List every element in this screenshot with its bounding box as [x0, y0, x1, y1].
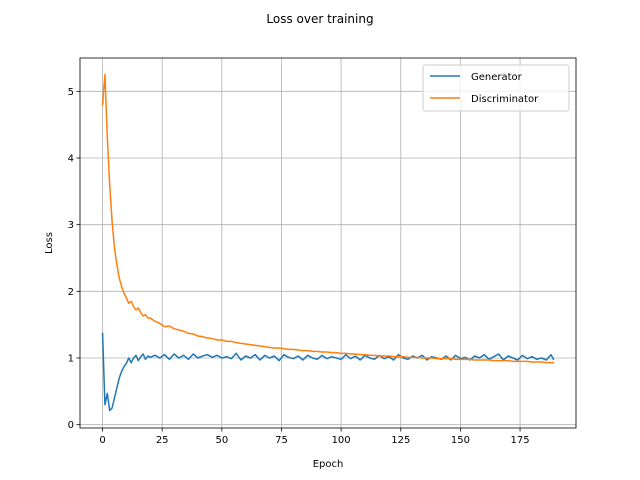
x-tick-label: 0 [99, 435, 105, 446]
series-layer [101, 73, 555, 412]
series-line-generator [101, 332, 555, 412]
x-axis: 0 25 50 75 100 125 150 175 [99, 428, 530, 446]
y-tick-label: 1 [68, 354, 74, 365]
x-tick-label: 175 [511, 435, 530, 446]
x-tick-label: 75 [275, 435, 288, 446]
legend-label-generator: Generator [471, 72, 523, 83]
x-axis-label: Epoch [313, 459, 344, 470]
y-tick-label: 3 [68, 220, 74, 231]
y-tick-label: 2 [68, 287, 74, 298]
y-tick-label: 0 [68, 420, 74, 431]
legend: Generator Discriminator [422, 64, 570, 112]
x-tick-label: 150 [451, 435, 470, 446]
chart-title: Loss over training [266, 12, 373, 26]
y-tick-label: 5 [68, 87, 74, 98]
series-line-discriminator [101, 73, 555, 364]
y-tick-label: 4 [68, 154, 74, 165]
x-tick-label: 100 [332, 435, 351, 446]
axes-frame [79, 57, 577, 429]
x-tick-label: 125 [391, 435, 410, 446]
x-tick-label: 25 [156, 435, 169, 446]
legend-label-discriminator: Discriminator [471, 94, 539, 105]
y-axis: 0 1 2 3 4 5 [68, 87, 80, 431]
y-axis-label: Loss [44, 232, 55, 254]
x-tick-label: 50 [215, 435, 228, 446]
grid [80, 58, 576, 428]
